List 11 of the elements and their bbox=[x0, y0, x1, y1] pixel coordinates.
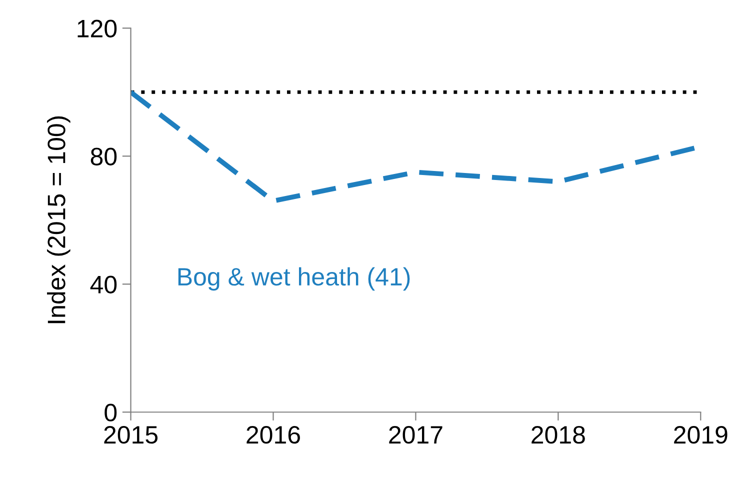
y-tick-label: 120 bbox=[78, 20, 117, 38]
y-axis-title: Index (2015 = 100) bbox=[47, 116, 70, 324]
x-tick-label: 2016 bbox=[246, 426, 300, 444]
x-tick-label: 2015 bbox=[104, 426, 158, 444]
x-tick-label: 2017 bbox=[389, 426, 442, 444]
x-tick-label: 2019 bbox=[674, 426, 728, 444]
y-tick-label: 40 bbox=[90, 276, 117, 294]
y-tick-label: 0 bbox=[104, 404, 117, 422]
y-tick-label: 80 bbox=[90, 148, 117, 166]
x-tick-label: 2018 bbox=[532, 426, 585, 444]
text: Bog & wet heath (41) bbox=[178, 267, 410, 291]
